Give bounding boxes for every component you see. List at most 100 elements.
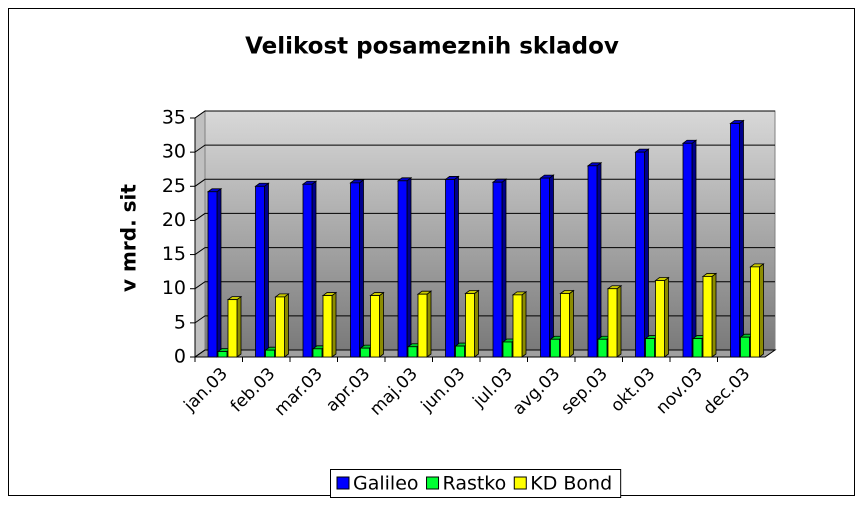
bar-front (312, 348, 323, 358)
bar (491, 178, 508, 358)
bar-front (730, 123, 740, 358)
bar-side (759, 263, 764, 358)
bar-front (397, 180, 408, 358)
bar-side (379, 291, 384, 358)
y-axis-label: v mrd. sit (117, 184, 141, 292)
bar (274, 293, 290, 358)
bar-side (691, 139, 697, 358)
bar-side (216, 187, 222, 358)
bar-front (512, 294, 523, 358)
bar-front (322, 295, 333, 358)
bar-front (702, 276, 713, 358)
bar-front (750, 266, 760, 358)
bar-front (417, 293, 428, 358)
bar-front (597, 338, 608, 358)
chart-title: Velikost posameznih skladov (245, 34, 619, 60)
bar (349, 179, 365, 358)
bar-side (569, 289, 574, 358)
bar (206, 187, 223, 358)
legend-label: Galileo (353, 473, 419, 495)
bar-side (454, 175, 459, 358)
bar-front (350, 182, 360, 358)
bar-front (455, 345, 465, 358)
bar-front (255, 185, 265, 358)
y-tick-label: 10 (162, 277, 186, 299)
bar-side (664, 276, 669, 358)
bar-front (550, 338, 560, 358)
bar (444, 175, 460, 358)
bar-side (616, 284, 622, 358)
legend-label: Rastko (443, 473, 507, 495)
bar-front (465, 293, 475, 358)
y-tick-label: 20 (162, 209, 186, 231)
bar-side (549, 174, 554, 358)
side-wall (194, 110, 206, 358)
bar-front (445, 179, 455, 358)
bar-front (655, 280, 665, 358)
y-tick-label: 15 (162, 243, 186, 265)
bar-side (284, 293, 289, 358)
grid-line (194, 247, 775, 255)
bar-front (227, 299, 238, 358)
bar-side (644, 148, 649, 358)
bar-front (370, 295, 380, 358)
y-tick-label: 0 (174, 346, 186, 368)
bar-front (692, 338, 703, 358)
bar-front (560, 293, 570, 358)
bar (749, 263, 765, 358)
bar (681, 139, 698, 358)
bar-front (360, 347, 370, 358)
grid-line (194, 281, 775, 290)
bar (321, 291, 338, 358)
bar (606, 284, 623, 358)
bar-side (236, 295, 242, 358)
bar-front (607, 288, 618, 358)
grid-line (194, 349, 775, 358)
bar-front (265, 349, 275, 358)
y-tick-label: 35 (162, 107, 186, 129)
bar-front (207, 191, 218, 358)
bar-front (540, 177, 550, 358)
bar-side (331, 291, 337, 358)
bar-side (474, 289, 479, 358)
bar (301, 180, 318, 358)
bar-side (264, 182, 269, 358)
bar-front (302, 183, 313, 358)
bar-side (596, 162, 602, 358)
legend-box (330, 469, 622, 498)
bar (559, 289, 575, 358)
legend-marker (336, 476, 350, 490)
bar-side (739, 119, 744, 358)
bar (416, 290, 433, 358)
legend-marker (513, 476, 527, 490)
bar (729, 119, 745, 358)
bar-side (711, 272, 717, 358)
bar-front (635, 151, 645, 358)
bar-front (587, 165, 598, 358)
bar (586, 162, 603, 358)
bar-side (359, 179, 364, 358)
bar (254, 182, 270, 358)
bar (396, 177, 413, 358)
bar (654, 276, 670, 358)
legend-marker (426, 476, 440, 490)
grid-line (194, 315, 775, 324)
bar (464, 289, 480, 358)
legend-label: KD Bond (530, 473, 612, 495)
bar-front (492, 181, 503, 358)
bar-front (217, 351, 228, 358)
y-tick-label: 30 (162, 141, 186, 163)
bar-side (406, 177, 412, 358)
bar-side (521, 291, 527, 358)
y-tick-label: 5 (174, 311, 186, 333)
grid-line (194, 178, 775, 187)
bar-front (275, 296, 285, 358)
bar-front (645, 338, 655, 358)
y-tick-label: 25 (162, 175, 186, 197)
bar-side (501, 178, 507, 358)
bar (226, 295, 243, 358)
legend: Galileo Rastko KD Bond (330, 469, 622, 498)
grid-line (194, 110, 775, 119)
grid-line (194, 144, 775, 153)
